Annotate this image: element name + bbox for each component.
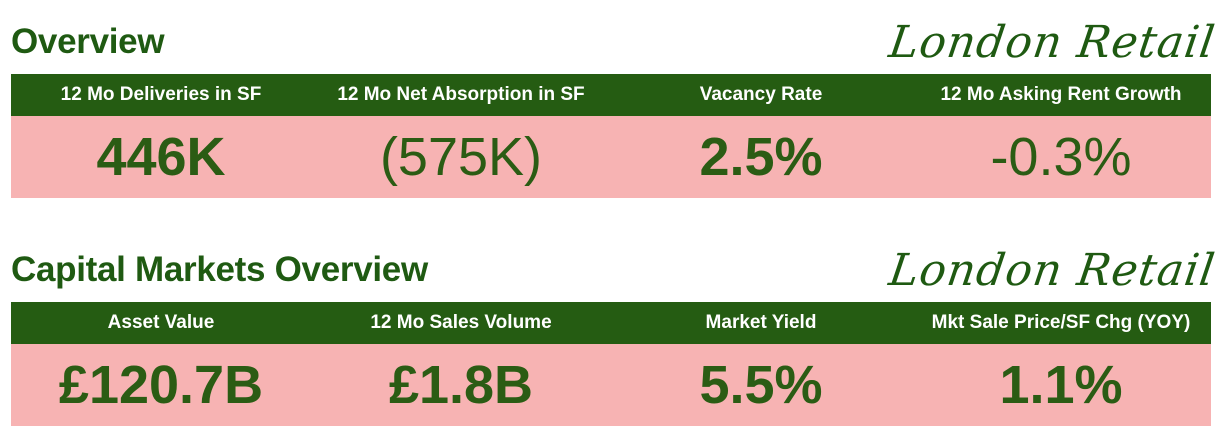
metric-label: 12 Mo Sales Volume — [370, 312, 552, 333]
overview-title: Overview — [11, 22, 165, 61]
metric-value-asset-value: £120.7B — [58, 355, 264, 415]
capital-markets-label-bar: Asset Value 12 Mo Sales Volume Market Yi… — [11, 302, 1211, 344]
metric-value-deliveries: 446K — [96, 127, 226, 187]
metric-value-sales-volume: £1.8B — [388, 355, 534, 415]
overview-section: Overview London Retail 12 Mo Deliveries … — [11, 0, 1218, 198]
capital-markets-value-bar: £120.7B £1.8B 5.5% 1.1% — [11, 344, 1211, 426]
brand-wordmark: London Retail — [885, 17, 1219, 68]
metric-value-rent-growth: -0.3% — [990, 127, 1132, 187]
metric-value-vacancy-rate: 2.5% — [699, 127, 823, 187]
overview-header: Overview London Retail — [11, 0, 1218, 74]
metric-value-market-yield: 5.5% — [699, 355, 823, 415]
metric-label: Vacancy Rate — [699, 84, 823, 105]
overview-value-bar: 446K (575K) 2.5% -0.3% — [11, 116, 1211, 198]
metric-label: 12 Mo Deliveries in SF — [60, 84, 262, 105]
capital-markets-section: Capital Markets Overview London Retail A… — [11, 228, 1218, 426]
metric-label: 12 Mo Asking Rent Growth — [940, 84, 1182, 105]
overview-label-bar: 12 Mo Deliveries in SF 12 Mo Net Absorpt… — [11, 74, 1211, 116]
metric-label: Asset Value — [107, 312, 215, 333]
capital-markets-title: Capital Markets Overview — [11, 250, 428, 289]
brand-wordmark: London Retail — [885, 245, 1219, 296]
metric-label: Market Yield — [705, 312, 817, 333]
metric-value-net-absorption: (575K) — [379, 127, 543, 187]
metric-label: 12 Mo Net Absorption in SF — [337, 84, 585, 105]
capital-markets-header: Capital Markets Overview London Retail — [11, 228, 1218, 302]
metric-label: Mkt Sale Price/SF Chg (YOY) — [931, 312, 1191, 333]
metric-value-sale-price-change: 1.1% — [999, 355, 1123, 415]
